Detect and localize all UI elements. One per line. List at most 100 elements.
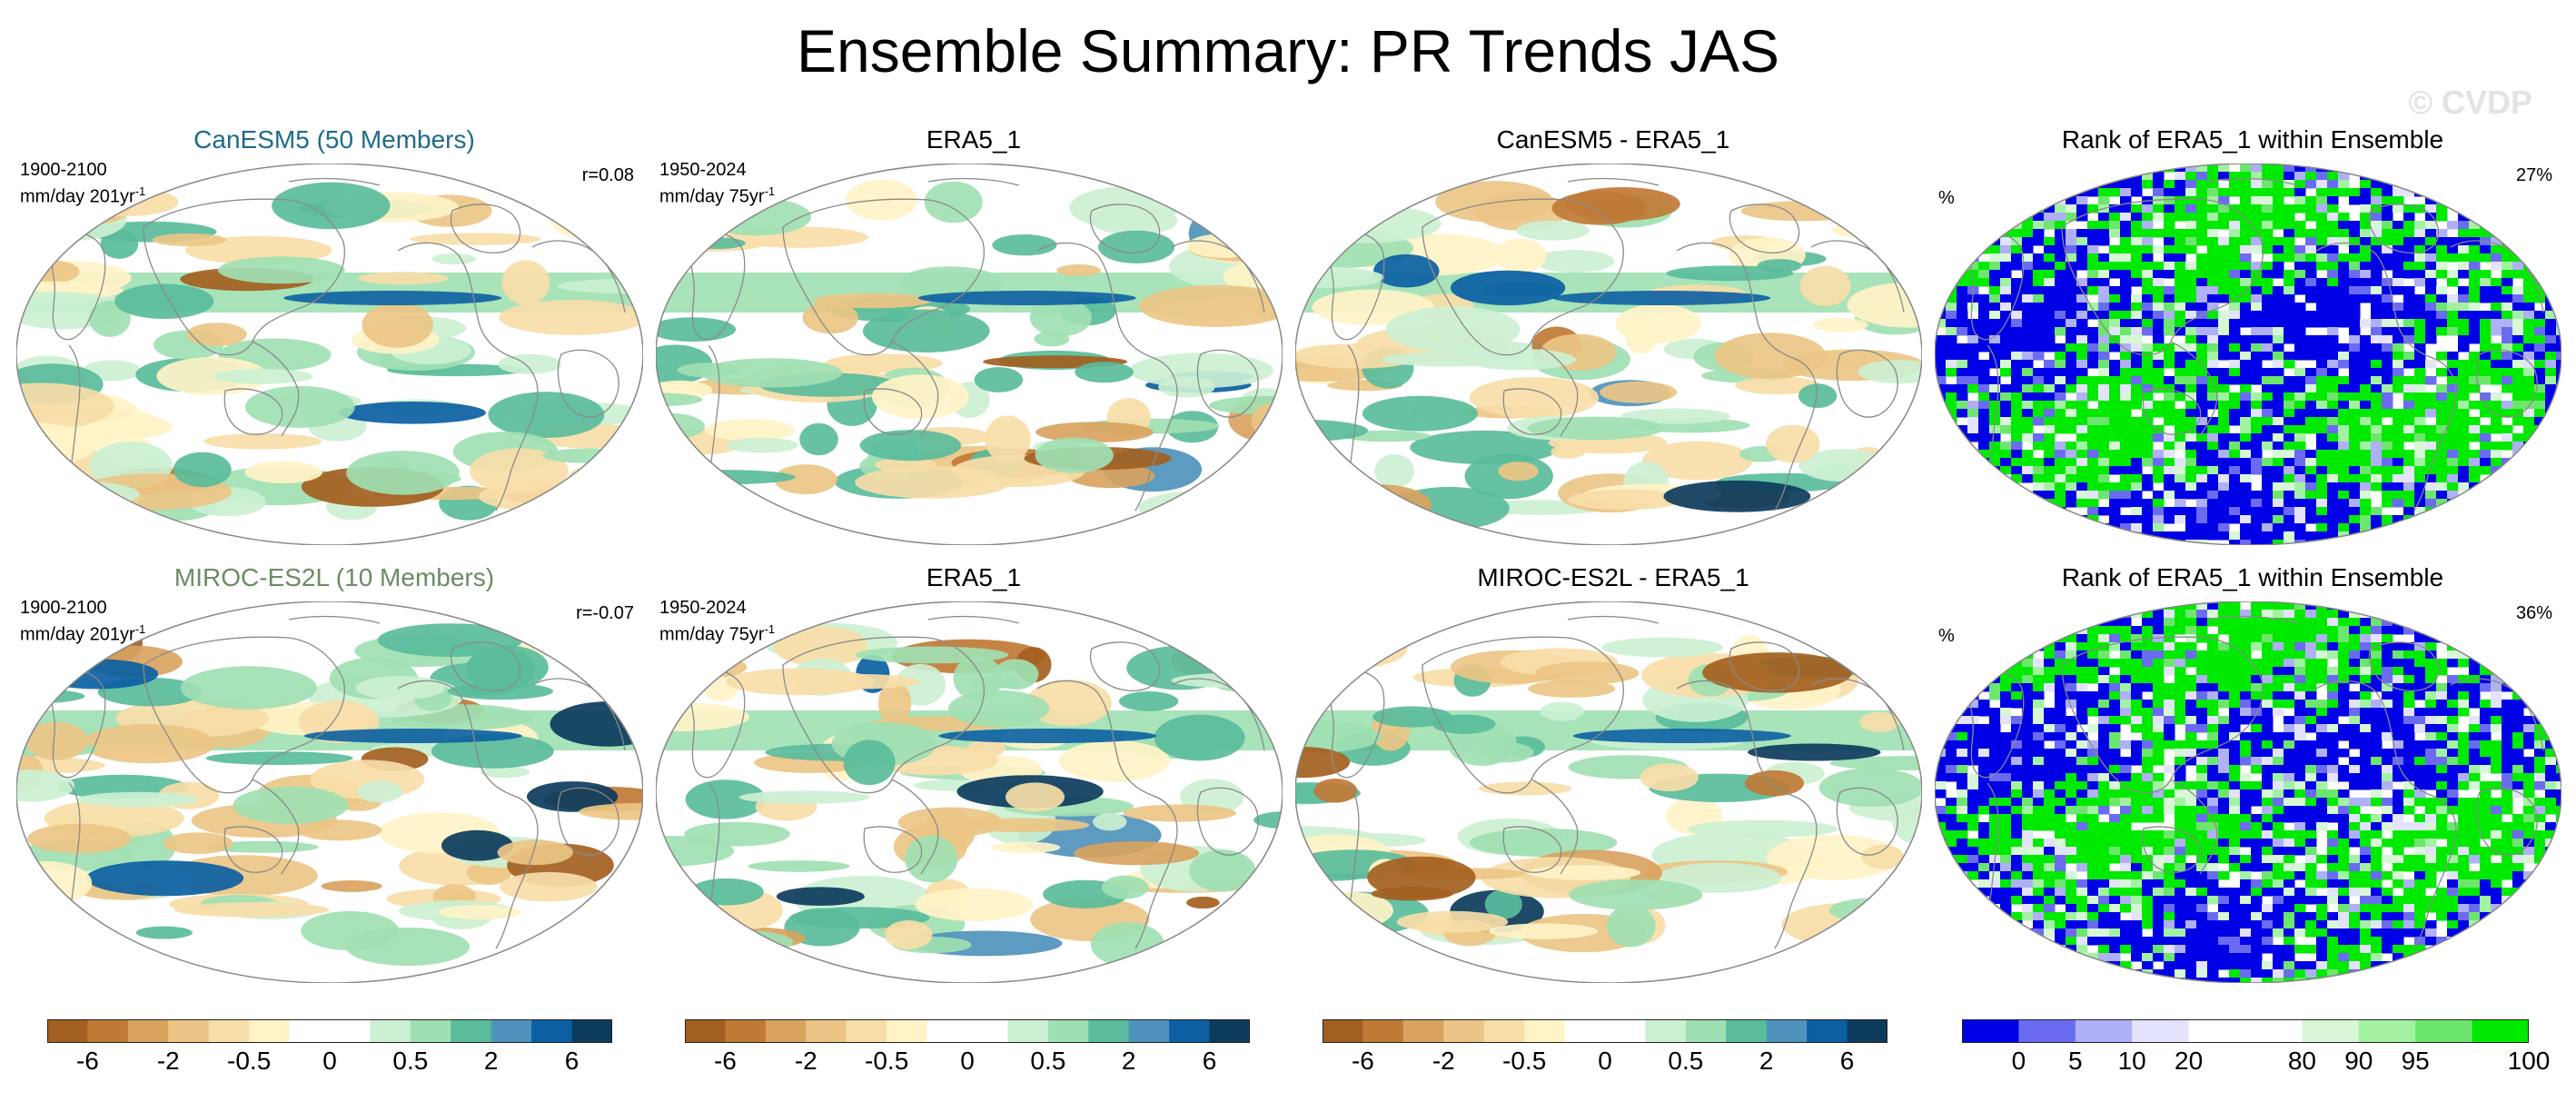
rank-cell — [2425, 425, 2437, 434]
rank-cell — [2534, 343, 2546, 352]
rank-cell — [2033, 806, 2045, 815]
rank-cell — [2251, 311, 2263, 320]
rank-cell — [2523, 515, 2535, 524]
rank-cell — [2556, 515, 2561, 524]
rank-cell — [2480, 724, 2492, 733]
rank-cell — [2175, 879, 2186, 889]
rank-cell — [2545, 610, 2557, 619]
rank-cell — [2000, 245, 2012, 254]
rank-cell — [2556, 442, 2561, 451]
rank-cell — [2240, 458, 2252, 467]
rank-cell — [2349, 871, 2361, 880]
field-blob — [1766, 424, 1820, 463]
rank-cell — [2360, 237, 2372, 246]
rank-cell — [1967, 425, 1979, 434]
rank-cell — [1978, 458, 1990, 467]
rank-cell — [2240, 466, 2252, 475]
field-blob — [542, 448, 635, 463]
rank-cell — [2044, 601, 2056, 611]
rank-cell — [2382, 409, 2393, 418]
rank-cell — [2098, 683, 2110, 692]
rank-cell — [2251, 634, 2263, 643]
rank-cell — [2349, 773, 2361, 782]
rank-cell — [2055, 466, 2066, 475]
rank-cell — [2371, 708, 2383, 717]
rank-cell — [1967, 507, 1979, 516]
rank-cell — [2436, 294, 2448, 303]
rank-cell — [2262, 245, 2274, 254]
rank-cell — [2044, 327, 2056, 336]
rank-cell — [2305, 311, 2317, 320]
field-blob — [203, 433, 322, 450]
rank-cell — [2131, 700, 2143, 709]
rank-cell — [2502, 749, 2513, 758]
field-blob — [1527, 865, 1641, 880]
rank-cell — [2305, 610, 2317, 619]
rank-cell — [2469, 237, 2481, 246]
rank-cell — [2502, 863, 2513, 872]
rank-cell — [2229, 700, 2241, 709]
rank-cell — [2316, 376, 2328, 385]
rank-cell — [2491, 765, 2502, 774]
rank-cell — [2512, 839, 2524, 848]
rank-cell — [2055, 515, 2066, 524]
rank-cell — [1957, 262, 1968, 271]
rank-cell — [1967, 213, 1979, 222]
field-blob — [974, 367, 1024, 392]
rank-cell — [2447, 716, 2459, 725]
rank-cell — [2120, 806, 2132, 815]
rank-cell — [2480, 482, 2492, 491]
rank-cell — [2403, 740, 2415, 750]
rank-cell — [2523, 327, 2535, 336]
rank-cell — [2502, 213, 2513, 222]
rank-cell — [2120, 245, 2132, 254]
rank-cell — [2120, 262, 2132, 271]
rank-cell — [1946, 626, 1957, 635]
rank-cell — [2512, 303, 2524, 312]
rank-cell — [2403, 839, 2415, 848]
rank-cell — [2360, 417, 2372, 426]
rank-cell — [2087, 839, 2099, 848]
rank-cell — [2512, 540, 2524, 545]
rank-cell — [2175, 650, 2186, 660]
rank-cell — [2000, 515, 2012, 524]
rank-cell — [2207, 360, 2219, 369]
rank-cell — [2240, 376, 2252, 385]
rank-cell — [2371, 286, 2383, 295]
rank-cell — [2393, 188, 2404, 197]
rank-cell — [2131, 417, 2143, 426]
rank-cell — [2022, 888, 2034, 897]
rank-cell — [2098, 789, 2110, 799]
rank-cell — [2284, 474, 2295, 483]
rank-cell — [2262, 642, 2274, 651]
rank-cell — [2033, 392, 2045, 402]
rank-cell — [2425, 237, 2437, 246]
rank-cell — [2491, 409, 2502, 418]
rank-cell — [2098, 879, 2110, 889]
rank-cell — [2458, 773, 2470, 782]
rank-cell — [2240, 732, 2252, 741]
rank-cell — [2382, 319, 2393, 328]
rank-cell — [2066, 253, 2077, 263]
rank-cell — [2447, 871, 2459, 880]
rank-cell — [2000, 740, 2012, 750]
rank-cell — [2414, 270, 2426, 279]
rank-cell — [2534, 221, 2546, 230]
rank-cell — [2436, 515, 2448, 524]
rank-cell — [2044, 540, 2056, 545]
rank-cell — [2305, 879, 2317, 889]
rank-cell — [2240, 229, 2252, 238]
rank-cell — [1935, 491, 1947, 500]
rank-cell — [2382, 204, 2393, 213]
rank-cell — [2393, 204, 2404, 213]
rank-cell — [2153, 610, 2165, 619]
rank-cell — [2414, 879, 2426, 889]
rank-cell — [2349, 376, 2361, 385]
rank-cell — [2164, 409, 2175, 418]
rank-cell — [2196, 409, 2208, 418]
rank-cell — [2109, 879, 2121, 889]
rank-cell — [2545, 650, 2557, 660]
rank-cell — [2229, 691, 2241, 700]
rank-cell — [2480, 740, 2492, 750]
rank-cell — [2436, 523, 2448, 532]
